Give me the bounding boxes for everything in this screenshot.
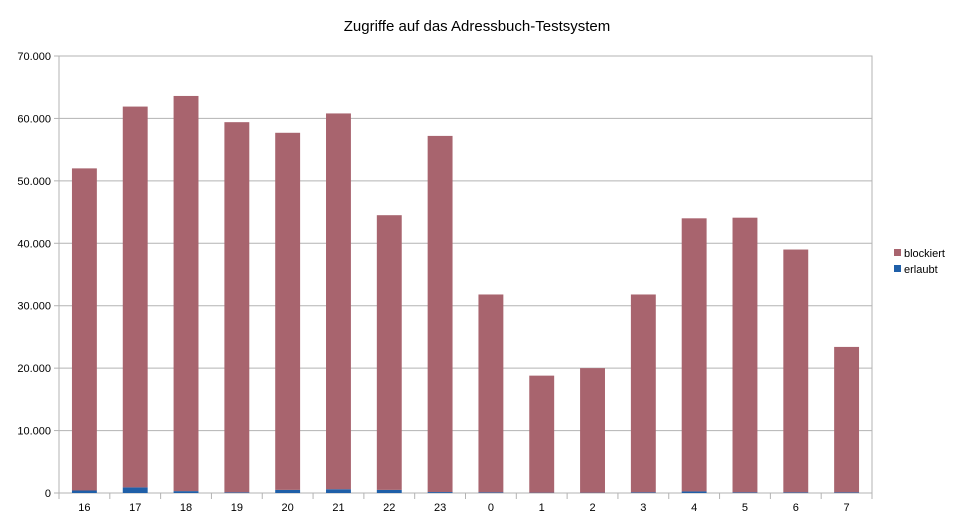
bar-blockiert-17 — [123, 107, 148, 488]
bar-erlaubt-5 — [733, 492, 758, 493]
x-tick-label: 22 — [383, 502, 395, 514]
bar-blockiert-18 — [174, 96, 199, 491]
bar-blockiert-3 — [631, 294, 656, 492]
bar-blockiert-22 — [377, 215, 402, 490]
bar-blockiert-20 — [275, 133, 300, 490]
y-tick-label: 20.000 — [17, 363, 51, 375]
bar-blockiert-1 — [529, 376, 554, 493]
bar-blockiert-7 — [834, 347, 859, 492]
legend-swatch-blockiert — [894, 249, 901, 256]
x-tick-label: 1 — [539, 502, 545, 514]
bar-erlaubt-16 — [72, 491, 97, 493]
bar-erlaubt-23 — [428, 492, 453, 493]
bar-blockiert-4 — [682, 218, 707, 491]
x-tick-label: 3 — [640, 502, 646, 514]
y-tick-label: 40.000 — [17, 238, 51, 250]
bar-erlaubt-0 — [478, 492, 503, 493]
bar-blockiert-16 — [72, 168, 97, 490]
x-tick-label: 16 — [78, 502, 90, 514]
x-tick-label: 17 — [129, 502, 141, 514]
x-tick-label: 23 — [434, 502, 446, 514]
x-tick-label: 20 — [282, 502, 294, 514]
y-tick-label: 10.000 — [17, 426, 51, 438]
chart-title: Zugriffe auf das Adressbuch-Testsystem — [344, 18, 611, 35]
x-tick-label: 2 — [589, 502, 595, 514]
y-tick-label: 0 — [45, 488, 51, 500]
bar-erlaubt-6 — [783, 492, 808, 493]
legend-label-erlaubt: erlaubt — [904, 264, 938, 276]
x-tick-label: 7 — [844, 502, 850, 514]
x-tick-label: 5 — [742, 502, 748, 514]
bar-erlaubt-19 — [224, 492, 249, 493]
bar-erlaubt-18 — [174, 491, 199, 493]
bar-blockiert-21 — [326, 113, 351, 489]
bar-erlaubt-20 — [275, 490, 300, 493]
y-tick-label: 70.000 — [17, 51, 51, 63]
bar-blockiert-6 — [783, 250, 808, 493]
bar-erlaubt-7 — [834, 492, 859, 493]
x-tick-label: 18 — [180, 502, 192, 514]
bar-erlaubt-22 — [377, 490, 402, 493]
bar-erlaubt-4 — [682, 491, 707, 493]
x-tick-label: 19 — [231, 502, 243, 514]
x-tick-label: 0 — [488, 502, 494, 514]
legend-label-blockiert: blockiert — [904, 248, 945, 260]
bar-blockiert-0 — [478, 294, 503, 492]
y-tick-label: 50.000 — [17, 176, 51, 188]
bar-erlaubt-3 — [631, 492, 656, 493]
bar-erlaubt-17 — [123, 487, 148, 493]
x-tick-label: 6 — [793, 502, 799, 514]
y-tick-label: 60.000 — [17, 113, 51, 125]
x-tick-label: 21 — [332, 502, 344, 514]
bar-blockiert-19 — [224, 122, 249, 492]
y-tick-label: 30.000 — [17, 301, 51, 313]
bar-blockiert-5 — [733, 218, 758, 493]
bar-blockiert-2 — [580, 368, 605, 493]
bar-erlaubt-21 — [326, 489, 351, 493]
x-tick-label: 4 — [691, 502, 697, 514]
legend-swatch-erlaubt — [894, 265, 901, 272]
bar-blockiert-23 — [428, 136, 453, 492]
